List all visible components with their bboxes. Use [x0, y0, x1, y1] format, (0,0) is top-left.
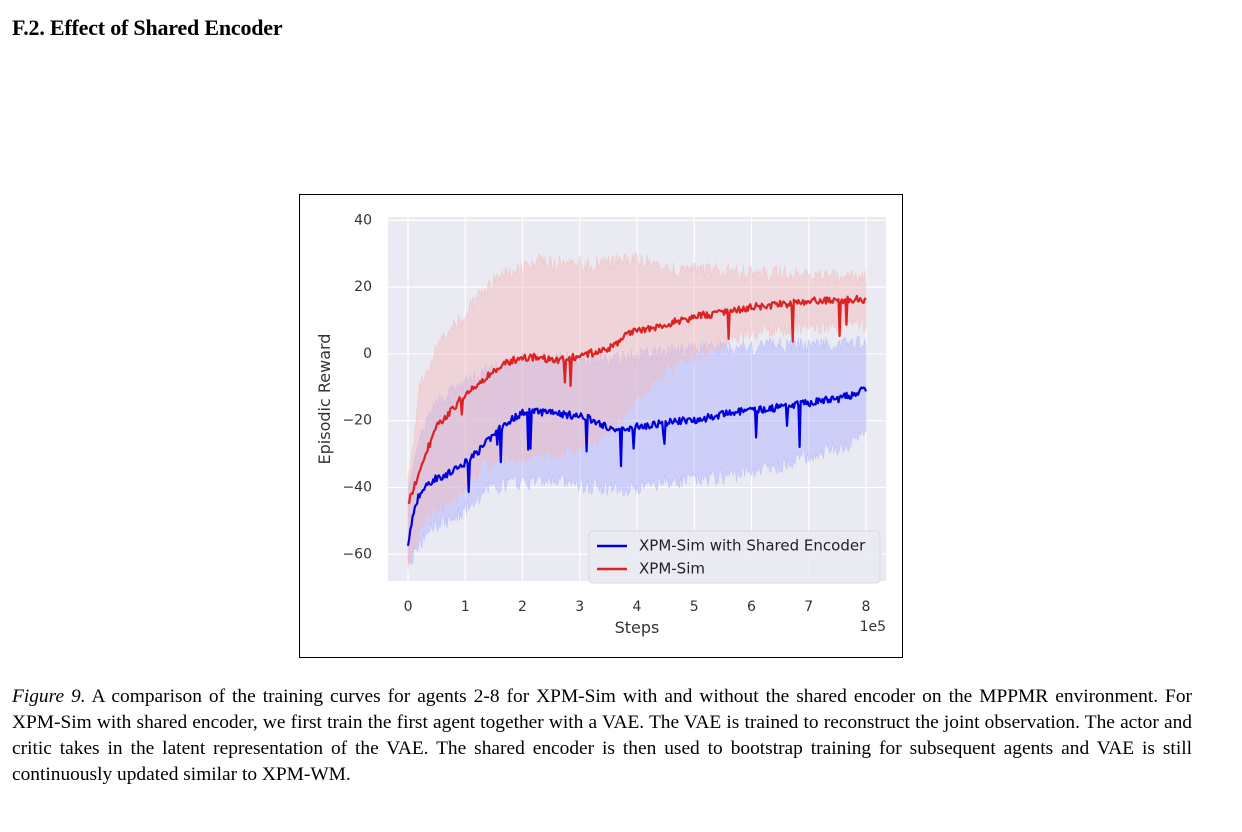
- mean-lines: [406, 294, 868, 546]
- legend: XPM-Sim with Shared Encoder XPM-Sim: [588, 530, 881, 584]
- figure-caption: Figure 9. A comparison of the training c…: [12, 684, 1192, 788]
- legend-label: XPM-Sim: [639, 560, 705, 578]
- caption-text: A comparison of the training curves for …: [12, 686, 1192, 785]
- std-band-shared-encoder: [407, 335, 867, 566]
- y-tick-label: −40: [342, 479, 372, 495]
- training-curves-chart: −60 −40 −20 0 20 40 0 1 2 3 4 5 6 7 8 Episodic Reward…: [315, 212, 886, 637]
- x-axis-label: Steps: [615, 618, 660, 637]
- y-tick-label: 0: [363, 346, 372, 362]
- series-line-xpm-sim: [407, 294, 867, 504]
- y-tick-label: −60: [342, 546, 372, 562]
- y-tick-label: 40: [354, 212, 372, 228]
- y-tick-label: −20: [342, 413, 372, 429]
- y-axis-label: Episodic Reward: [315, 334, 334, 465]
- x-tick-labels: 0 1 2 3 4 5 6 7 8: [404, 599, 871, 615]
- x-tick-label: 6: [747, 599, 756, 615]
- figure-frame: −60 −40 −20 0 20 40 0 1 2 3 4 5 6 7 8 Episodic Reward…: [299, 194, 903, 658]
- x-tick-label: 8: [862, 599, 871, 615]
- std-band-xpm-sim: [407, 252, 867, 571]
- x-tick-label: 3: [575, 599, 584, 615]
- x-tick-label: 0: [404, 599, 413, 615]
- x-tick-label: 2: [518, 599, 527, 615]
- legend-box: [588, 530, 881, 584]
- x-axis-multiplier: 1e5: [860, 619, 886, 635]
- x-tick-label: 1: [461, 599, 470, 615]
- y-tick-labels: −60 −40 −20 0 20 40: [342, 212, 372, 562]
- section-title: F.2. Effect of Shared Encoder: [12, 15, 283, 40]
- x-tick-label: 5: [690, 599, 699, 615]
- legend-label: XPM-Sim with Shared Encoder: [639, 537, 866, 555]
- x-tick-label: 7: [804, 599, 813, 615]
- std-bands: [407, 252, 867, 571]
- figure-label: Figure 9.: [12, 686, 86, 707]
- series-line-shared-encoder: [406, 386, 868, 546]
- y-tick-label: 20: [354, 279, 372, 295]
- x-tick-label: 4: [633, 599, 642, 615]
